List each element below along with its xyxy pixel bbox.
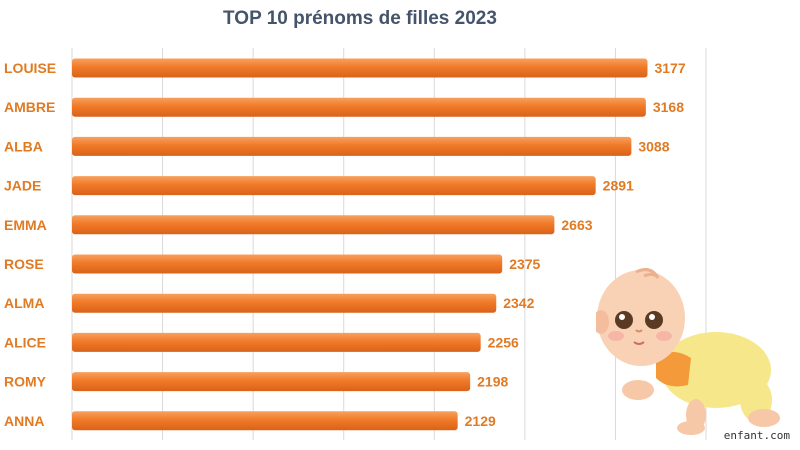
bar-alice bbox=[72, 332, 481, 352]
category-label: ANNA bbox=[4, 413, 44, 429]
category-label: ALICE bbox=[4, 334, 46, 350]
value-label: 3177 bbox=[654, 60, 685, 76]
category-label: LOUISE bbox=[4, 60, 56, 76]
bar-jade bbox=[72, 176, 596, 196]
bar-louise bbox=[72, 58, 648, 78]
category-label: ROSE bbox=[4, 256, 44, 272]
baby-illustration bbox=[596, 268, 780, 435]
value-label: 2663 bbox=[561, 217, 592, 233]
category-label: ALBA bbox=[4, 138, 43, 154]
bar-alma bbox=[72, 293, 497, 313]
chart-title: TOP 10 prénoms de filles 2023 bbox=[223, 8, 497, 29]
bar-romy bbox=[72, 372, 471, 392]
category-label: ROMY bbox=[4, 374, 47, 390]
value-label: 2342 bbox=[503, 295, 534, 311]
bar-anna bbox=[72, 411, 458, 431]
value-label: 2129 bbox=[465, 413, 496, 429]
bar-alba bbox=[72, 136, 632, 156]
watermark: enfant.com bbox=[723, 429, 790, 442]
bars bbox=[72, 58, 648, 431]
bar-emma bbox=[72, 215, 555, 235]
value-label: 3168 bbox=[653, 99, 684, 115]
bar-ambre bbox=[72, 97, 646, 117]
category-label: ALMA bbox=[4, 295, 44, 311]
category-label: EMMA bbox=[4, 217, 47, 233]
value-label: 2375 bbox=[509, 256, 540, 272]
value-label: 2198 bbox=[477, 374, 508, 390]
category-label: JADE bbox=[4, 178, 41, 194]
labels: LOUISE 3177 AMBRE 3168 ALBA 3088 JADE 2891 EMMA 2… bbox=[4, 60, 686, 429]
value-label: 2256 bbox=[488, 334, 519, 350]
value-label: 2891 bbox=[603, 178, 634, 194]
bar-rose bbox=[72, 254, 503, 274]
value-label: 3088 bbox=[638, 138, 669, 154]
category-label: AMBRE bbox=[4, 99, 55, 115]
